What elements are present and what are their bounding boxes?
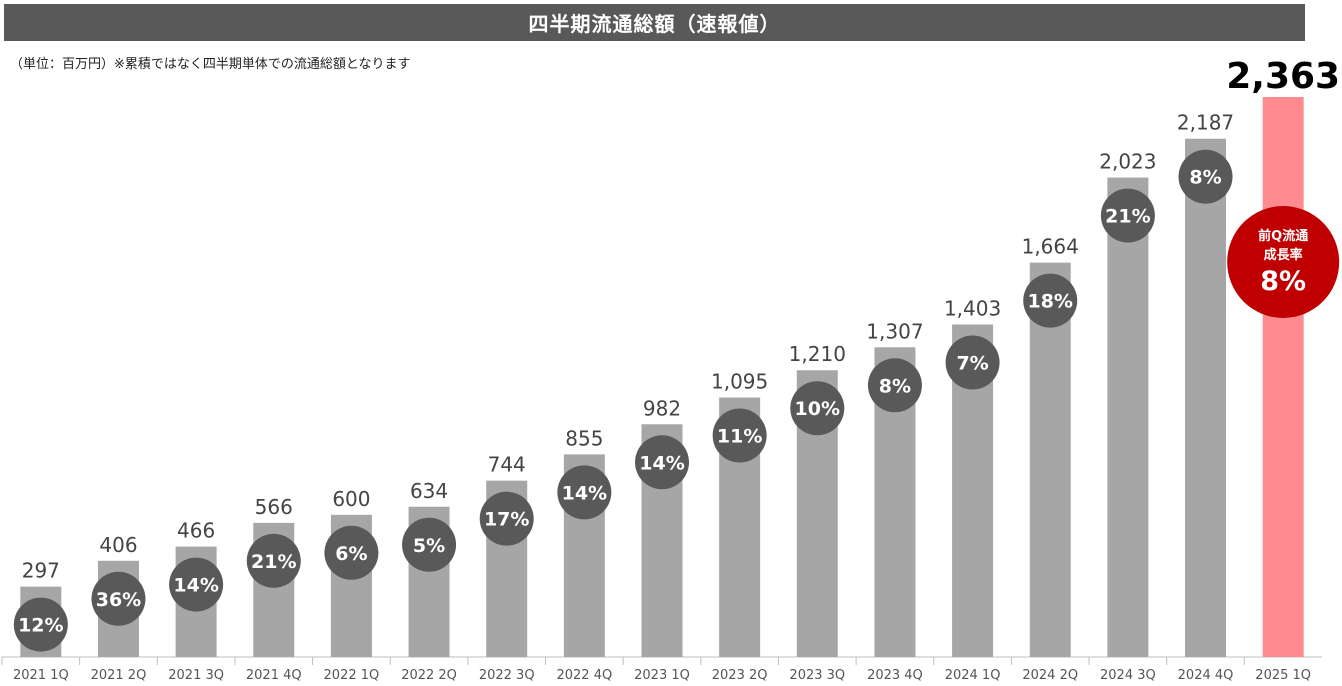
category-label: 2024 2Q [1022, 668, 1078, 683]
category-label: 2021 1Q [13, 668, 69, 683]
category-label: 2023 3Q [789, 668, 845, 683]
category-label: 2021 3Q [168, 668, 224, 683]
growth-label: 14% [639, 452, 684, 474]
growth-circle [324, 525, 379, 580]
bar [1029, 262, 1071, 657]
growth-label: 17% [484, 509, 529, 531]
value-label: 1,210 [789, 342, 846, 366]
growth-circle [712, 408, 767, 463]
growth-circle [945, 335, 1000, 390]
growth-circle [1100, 188, 1155, 243]
growth-label: 36% [96, 589, 141, 611]
growth-label: 14% [173, 575, 218, 597]
badge-line1: 前Q流通 [1258, 228, 1308, 244]
growth-circle [402, 517, 457, 572]
value-label: 855 [565, 426, 603, 450]
growth-label: 21% [1105, 206, 1150, 228]
category-label: 2023 4Q [867, 668, 923, 683]
value-label: 2,363 [1226, 56, 1340, 97]
growth-label: 12% [18, 615, 63, 637]
growth-circle [479, 491, 534, 546]
growth-badge [1227, 206, 1340, 318]
value-label: 2,187 [1177, 111, 1234, 135]
category-label: 2023 1Q [634, 668, 690, 683]
value-label: 1,403 [944, 297, 1001, 321]
growth-circle [246, 533, 301, 588]
growth-circle [169, 557, 224, 612]
category-label: 2022 4Q [556, 668, 612, 683]
growth-label: 10% [795, 398, 840, 420]
growth-circle [557, 465, 612, 520]
category-label: 2023 2Q [712, 668, 768, 683]
unit-note: （単位：百万円）※累積ではなく四半期単体での流通総額となります [10, 57, 411, 72]
value-label: 600 [332, 487, 370, 511]
value-label: 297 [22, 559, 60, 583]
growth-circle [1023, 273, 1078, 328]
value-label: 406 [99, 533, 137, 557]
value-label: 2,023 [1099, 150, 1156, 174]
growth-label: 21% [251, 551, 296, 573]
badge-value: 8% [1260, 266, 1306, 297]
chart-title: 四半期流通総額（速報値） [4, 4, 1305, 41]
bar [1107, 177, 1149, 657]
category-label: 2022 3Q [479, 668, 535, 683]
growth-circle [635, 435, 689, 490]
badge-line2: 成長率 [1264, 247, 1303, 263]
category-label: 2024 3Q [1100, 668, 1156, 683]
growth-label: 7% [956, 353, 988, 375]
bar [1185, 138, 1227, 657]
value-label: 1,307 [866, 319, 923, 343]
category-label: 2025 1Q [1255, 668, 1311, 683]
growth-label: 18% [1027, 291, 1072, 313]
value-label: 1,095 [711, 369, 768, 393]
growth-circle [13, 597, 68, 652]
category-label: 2024 1Q [945, 668, 1001, 683]
value-label: 566 [255, 495, 293, 519]
growth-circle [867, 358, 922, 413]
growth-circle [1178, 149, 1233, 204]
growth-label: 6% [335, 543, 367, 565]
highlight-bar [1262, 97, 1304, 657]
value-label: 982 [643, 396, 681, 420]
category-label: 2024 4Q [1178, 668, 1234, 683]
growth-label: 11% [717, 425, 762, 447]
category-label: 2021 4Q [246, 668, 302, 683]
category-label: 2021 2Q [91, 668, 147, 683]
category-label: 2022 1Q [324, 668, 380, 683]
growth-label: 8% [1189, 167, 1221, 189]
growth-circle [91, 571, 146, 626]
growth-label: 5% [413, 535, 445, 557]
growth-label: 8% [879, 375, 911, 397]
growth-label: 14% [562, 482, 607, 504]
category-label: 2022 2Q [401, 668, 457, 683]
value-label: 634 [410, 479, 448, 503]
value-label: 466 [177, 519, 215, 543]
value-label: 1,664 [1022, 235, 1079, 259]
value-label: 744 [488, 453, 526, 477]
growth-circle [790, 381, 845, 436]
